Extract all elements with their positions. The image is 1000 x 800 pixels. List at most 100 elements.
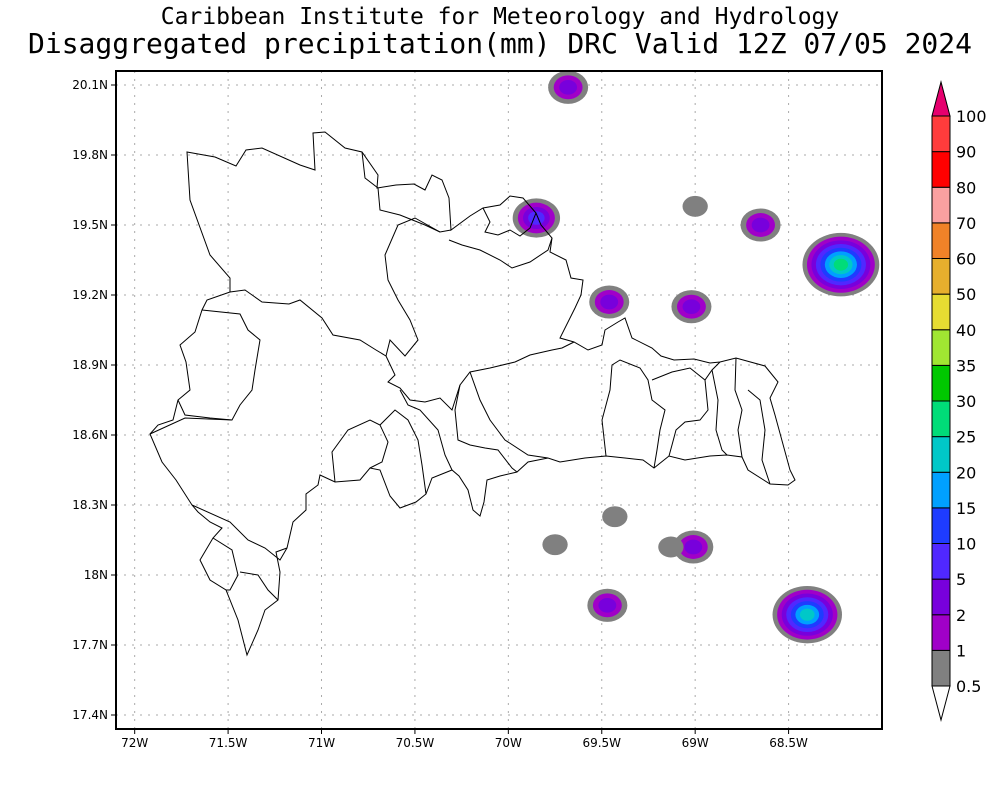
boundary <box>149 417 233 435</box>
lat-tick-label: 18.6N <box>72 428 108 442</box>
precip-contour-2 <box>682 299 701 315</box>
boundary <box>668 379 709 457</box>
lat-tick-label: 17.4N <box>72 708 108 722</box>
colorbar-max-triangle <box>931 80 951 117</box>
precip-contour-0.5 <box>682 195 708 217</box>
colorbar-label: 70 <box>956 214 976 233</box>
lon-tick-label: 71W <box>308 736 335 750</box>
boundary <box>229 217 452 357</box>
boundary <box>331 419 389 483</box>
lon-tick-label: 71.5W <box>209 736 248 750</box>
boundary <box>651 361 721 381</box>
colorbar-label: 90 <box>956 143 976 162</box>
lat-tick-label: 18.3N <box>72 498 108 512</box>
colorbar-label: 20 <box>956 463 976 482</box>
lon-tick-label: 69.5W <box>582 736 621 750</box>
colorbar-swatch <box>931 151 951 188</box>
colorbar-label: 5 <box>956 570 966 589</box>
precip-cell <box>772 585 842 644</box>
lat-tick-label: 20.1N <box>72 78 108 92</box>
lat-tick-label: 19.5N <box>72 218 108 232</box>
colorbar-swatch <box>931 293 951 331</box>
boundary <box>399 389 453 471</box>
colorbar-swatch <box>931 258 951 295</box>
colorbar-label: 40 <box>956 321 976 340</box>
boundary <box>601 359 666 469</box>
precip-cell <box>740 208 781 242</box>
lon-tick-label: 68.5W <box>769 736 808 750</box>
boundary <box>191 504 288 561</box>
colorbar-swatch <box>931 471 951 509</box>
boundary <box>239 571 279 601</box>
precip-contour-2 <box>559 79 578 95</box>
colorbar-label: 10 <box>956 535 976 554</box>
colorbar-swatch <box>931 329 951 366</box>
colorbar-label: 100 <box>956 107 987 126</box>
colorbar-swatch <box>931 115 951 153</box>
boundary <box>482 207 537 237</box>
boundary <box>177 309 261 421</box>
lon-tick-label: 70.5W <box>396 736 435 750</box>
colorbar-min-triangle <box>931 685 951 722</box>
lat-tick-label: 19.2N <box>72 288 108 302</box>
precip-cell <box>602 506 628 528</box>
boundary <box>212 537 239 591</box>
boundary <box>454 384 518 473</box>
boundary <box>469 371 549 459</box>
map-frame <box>115 70 883 730</box>
colorbar-swatch <box>931 436 951 473</box>
colorbar-label: 15 <box>956 499 976 518</box>
precip-cell <box>542 534 568 556</box>
lon-tick-label: 69W <box>682 736 709 750</box>
precip-contour-2 <box>684 539 703 555</box>
lat-tick-label: 18.9N <box>72 358 108 372</box>
precip-contour-25 <box>833 258 849 271</box>
title-line-2: Disaggregated precipitation(mm) DRC Vali… <box>27 27 972 60</box>
title-line-1: Caribbean Institute for Meteorology and … <box>160 4 840 30</box>
precip-contour-20 <box>799 608 815 621</box>
boundary <box>734 357 743 458</box>
precip-contour-2 <box>598 597 617 613</box>
colorbar-swatch <box>931 400 951 438</box>
colorbar-label: 0.5 <box>956 677 981 696</box>
boundary <box>747 389 771 485</box>
precip-cell <box>802 232 880 297</box>
boundary <box>379 409 427 495</box>
precip-cell <box>682 195 708 217</box>
precip-cell <box>658 536 684 558</box>
colorbar-swatch <box>931 186 951 224</box>
precip-contour-0.5 <box>542 534 568 556</box>
colorbar-label: 80 <box>956 178 976 197</box>
lat-tick-label: 19.8N <box>72 148 108 162</box>
precip-cell <box>589 285 630 319</box>
colorbar-label: 2 <box>956 606 966 625</box>
colorbar-swatch <box>931 614 951 651</box>
precip-cell <box>587 588 628 622</box>
colorbar-swatch <box>931 222 951 259</box>
boundary <box>361 151 441 233</box>
lon-tick-label: 72W <box>121 736 148 750</box>
precip-cells <box>512 70 880 644</box>
colorbar-swatch <box>931 507 951 544</box>
colorbar-label: 1 <box>956 641 966 660</box>
map-grid <box>116 71 882 729</box>
colorbar-swatch <box>931 578 951 616</box>
colorbar-swatch <box>931 364 951 402</box>
colorbar-swatch <box>931 543 951 580</box>
colorbar-label: 50 <box>956 285 976 304</box>
precip-cell <box>512 198 561 238</box>
precip-cell <box>673 530 714 564</box>
lat-tick-label: 18N <box>84 568 108 582</box>
colorbar-swatch <box>931 649 951 687</box>
precip-cell <box>671 290 712 324</box>
precip-contour-2 <box>600 294 619 310</box>
boundary <box>448 237 553 269</box>
axis-ticks: 72W 71.5W 71W 70.5W 70W 69.5W 69W 68.5W 17.4N 17.… <box>72 78 808 750</box>
colorbar-label: 35 <box>956 356 976 375</box>
colorbar-label: 30 <box>956 392 976 411</box>
colorbar-label: 60 <box>956 250 976 269</box>
colorbar-label: 25 <box>956 428 976 447</box>
precip-contour-0.5 <box>602 506 628 528</box>
province-boundaries <box>149 131 796 657</box>
